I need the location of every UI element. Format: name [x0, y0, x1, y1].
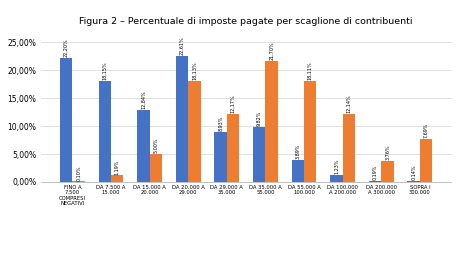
Text: 22,61%: 22,61%	[179, 36, 184, 55]
Bar	[265, 61, 277, 182]
Text: 18,15%: 18,15%	[102, 61, 107, 80]
Bar	[368, 181, 381, 182]
Bar	[60, 58, 72, 182]
Text: 0,19%: 0,19%	[372, 165, 377, 180]
Text: 18,11%: 18,11%	[307, 61, 312, 80]
Bar	[226, 114, 239, 182]
Bar	[407, 181, 419, 182]
Text: 18,13%: 18,13%	[191, 61, 196, 80]
Bar	[303, 81, 316, 182]
Bar	[381, 161, 393, 182]
Text: 8,93%: 8,93%	[218, 116, 223, 131]
Bar	[214, 132, 226, 182]
Bar	[342, 114, 354, 182]
Title: Figura 2 – Percentuale di imposte pagate per scaglione di contribuenti: Figura 2 – Percentuale di imposte pagate…	[79, 17, 412, 26]
Bar	[291, 160, 303, 182]
Text: 5,00%: 5,00%	[153, 138, 158, 153]
Text: 12,84%: 12,84%	[140, 91, 146, 109]
Text: 12,17%: 12,17%	[230, 95, 235, 113]
Text: 21,70%: 21,70%	[269, 41, 274, 60]
Bar	[137, 110, 149, 182]
Bar	[72, 181, 84, 182]
Text: 1,23%: 1,23%	[333, 159, 338, 174]
Bar	[111, 175, 123, 182]
Bar	[188, 81, 200, 182]
Text: 22,20%: 22,20%	[63, 38, 68, 57]
Text: 0,10%: 0,10%	[76, 165, 81, 181]
Bar	[330, 175, 342, 182]
Text: 3,76%: 3,76%	[384, 145, 389, 160]
Text: 0,14%: 0,14%	[410, 165, 415, 180]
Text: 7,69%: 7,69%	[423, 123, 428, 138]
Bar	[419, 139, 431, 182]
Bar	[175, 56, 188, 182]
Bar	[149, 154, 162, 182]
Bar	[252, 127, 265, 182]
Bar	[98, 81, 111, 182]
Text: 3,89%: 3,89%	[295, 144, 300, 159]
Text: 12,14%: 12,14%	[346, 95, 351, 113]
Text: 9,82%: 9,82%	[256, 111, 261, 126]
Text: 1,19%: 1,19%	[114, 159, 119, 174]
